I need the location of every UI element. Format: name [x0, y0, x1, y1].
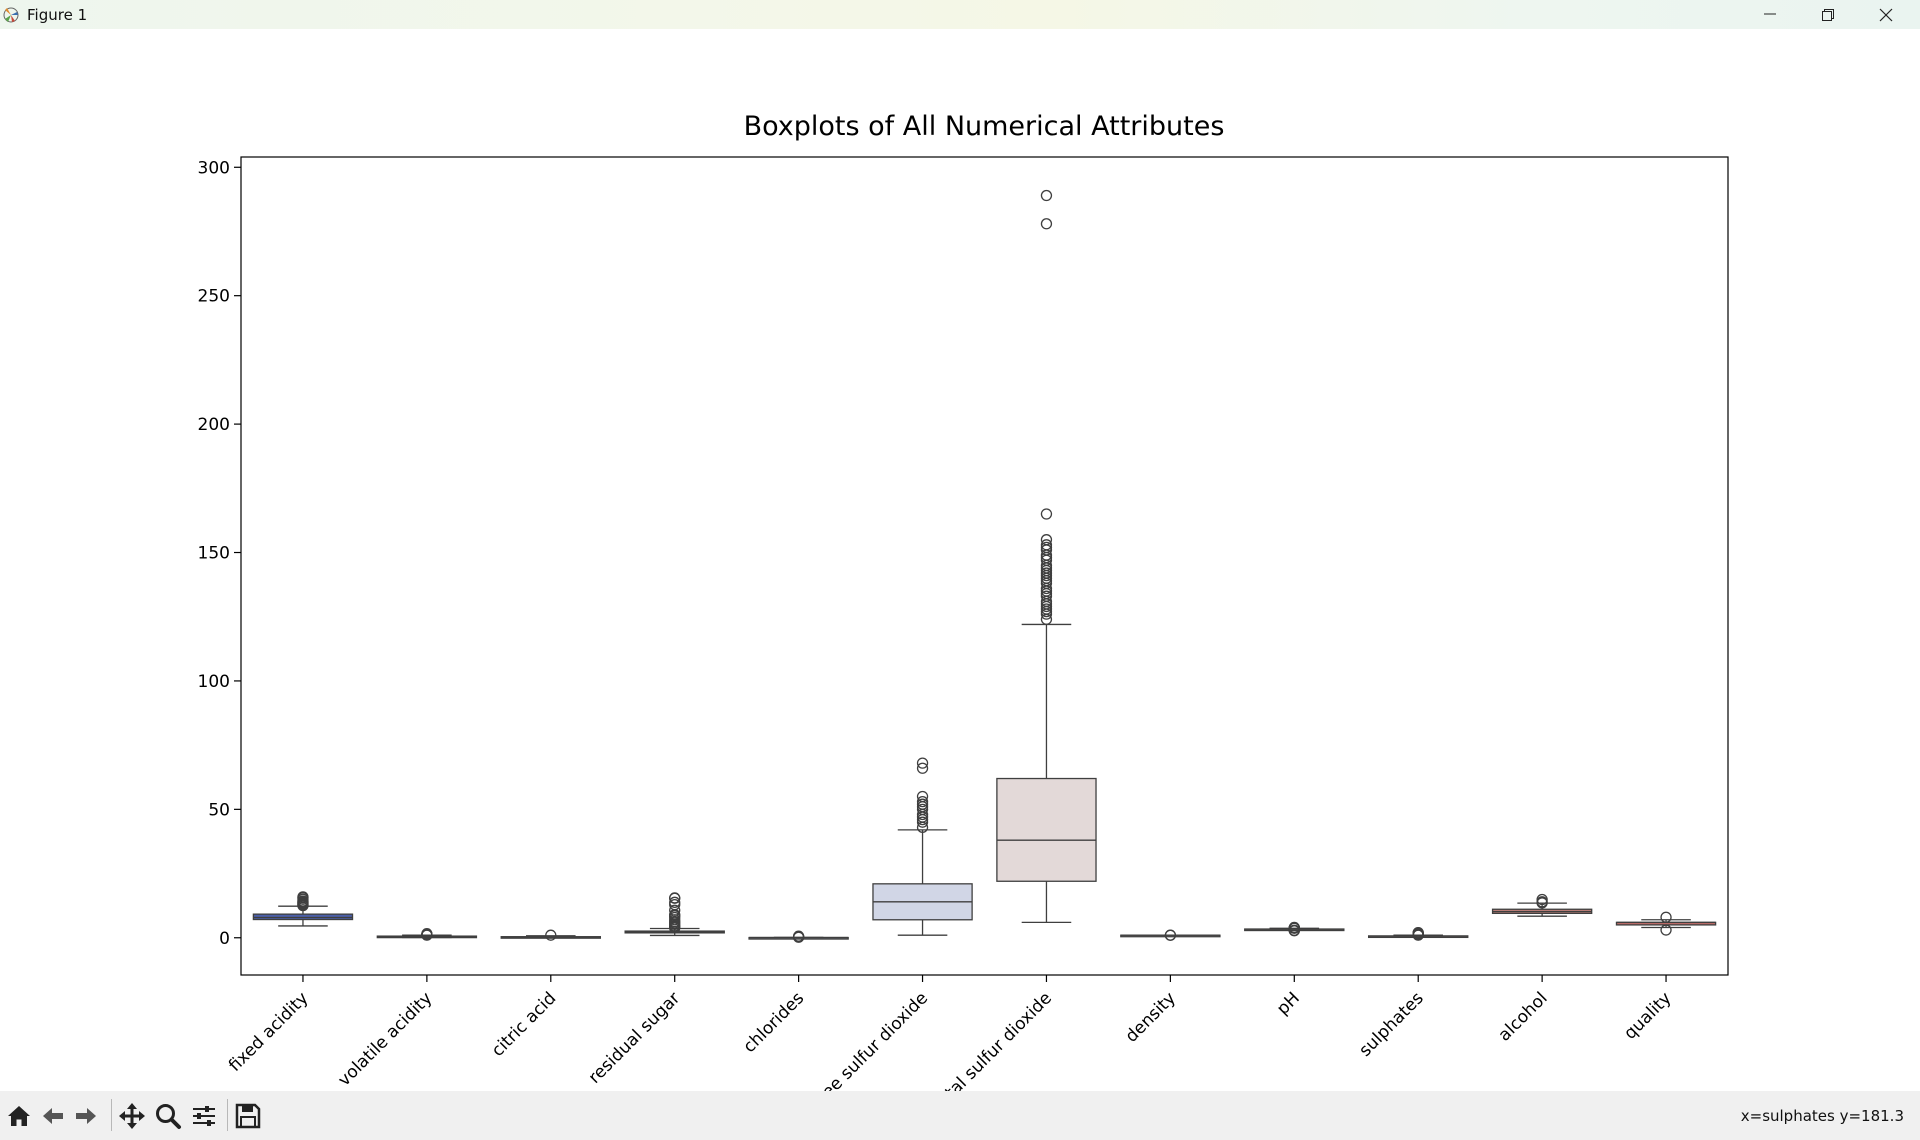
- x-tick-label: quality: [1620, 988, 1675, 1043]
- outlier-point: [1660, 924, 1672, 936]
- outlier-point: [1536, 893, 1548, 906]
- y-axis: 0 50 100 150 200 250 300: [198, 158, 241, 949]
- close-button[interactable]: [1857, 0, 1915, 29]
- cursor-coordinates: x=sulphates y=181.3: [1740, 1107, 1904, 1125]
- forward-button[interactable]: [71, 1101, 101, 1131]
- outlier-point: [669, 904, 681, 916]
- outlier-point: [1288, 921, 1300, 934]
- y-tick-label: 200: [198, 415, 230, 435]
- box-group-5: [872, 757, 973, 936]
- outlier-point: [1040, 508, 1053, 520]
- box-group-10: [1491, 893, 1593, 917]
- outlier-point: [669, 892, 681, 904]
- outlier-point: [1040, 539, 1053, 551]
- window-title: Figure 1: [27, 6, 88, 24]
- outlier-point: [916, 762, 929, 774]
- x-axis: fixed acidity volatile acidity citric acid…: [225, 975, 1676, 1091]
- configure-subplots-button[interactable]: [189, 1101, 219, 1131]
- x-tick-label: total sulfur dioxide: [929, 988, 1056, 1091]
- y-tick-label: 0: [219, 929, 230, 949]
- zoom-button[interactable]: [153, 1101, 183, 1131]
- x-tick-label: chlorides: [740, 988, 809, 1057]
- y-tick-label: 100: [198, 672, 230, 692]
- x-tick-label: volatile acidity: [334, 988, 436, 1090]
- outlier-point: [1164, 929, 1177, 941]
- boxplot-series: [252, 189, 1717, 943]
- toolbar-separator: [111, 1099, 112, 1131]
- restore-icon: [1822, 9, 1834, 21]
- box-group-0: [252, 891, 354, 927]
- minimize-icon: [1764, 13, 1776, 15]
- outlier-point: [1040, 218, 1053, 230]
- close-icon: [1879, 8, 1893, 22]
- forward-arrow-icon: [76, 1108, 96, 1124]
- matplotlib-icon: [3, 7, 19, 23]
- box-group-3: [624, 892, 725, 937]
- box-group-2: [500, 929, 602, 941]
- outlier-point: [421, 928, 433, 940]
- configure-subplots-icon: [193, 1106, 215, 1126]
- toolbar-separator: [227, 1099, 228, 1131]
- x-tick-label: density: [1122, 988, 1180, 1046]
- navigation-toolbar: x=sulphates y=181.3: [0, 1091, 1920, 1140]
- plot-area: [240, 156, 1729, 976]
- outlier-point: [916, 790, 929, 803]
- box-group-4: [748, 930, 849, 943]
- outlier-point: [1412, 926, 1424, 939]
- y-tick-label: 250: [198, 287, 230, 307]
- box-group-7: [1120, 929, 1221, 941]
- outlier-point: [545, 929, 557, 941]
- back-button[interactable]: [38, 1101, 68, 1131]
- box-group-9: [1367, 926, 1469, 941]
- pan-button[interactable]: [117, 1101, 147, 1131]
- outlier-point: [1660, 911, 1672, 923]
- y-tick-label: 50: [208, 800, 230, 820]
- box-group-11: [1615, 911, 1717, 936]
- save-icon: [235, 1103, 261, 1129]
- box-group-1: [376, 928, 478, 941]
- x-tick-label: residual sugar: [585, 988, 684, 1087]
- x-tick-label: pH: [1273, 988, 1304, 1019]
- box-group-8: [1244, 921, 1345, 937]
- restore-button[interactable]: [1799, 0, 1857, 29]
- outlier-point: [792, 930, 805, 942]
- pan-icon: [119, 1103, 145, 1129]
- chart-title: Boxplots of All Numerical Attributes: [744, 111, 1225, 142]
- box-iqr: [996, 777, 1097, 882]
- x-tick-label: sulphates: [1355, 988, 1427, 1060]
- outlier-point: [1040, 534, 1053, 546]
- home-icon: [8, 1106, 30, 1126]
- outlier-point: [916, 795, 929, 808]
- box-group-6: [996, 189, 1097, 924]
- zoom-icon: [156, 1104, 181, 1129]
- y-tick-label: 300: [198, 158, 230, 178]
- x-tick-label: free sulfur dioxide: [809, 988, 932, 1091]
- x-tick-label: fixed acidity: [225, 988, 312, 1075]
- y-tick-label: 150: [198, 544, 230, 564]
- save-button[interactable]: [233, 1101, 263, 1131]
- outlier-point: [916, 757, 929, 769]
- home-button[interactable]: [4, 1101, 34, 1131]
- x-tick-label: citric acid: [488, 988, 560, 1060]
- outlier-point: [1040, 189, 1053, 202]
- window-titlebar: Figure 1: [0, 0, 1920, 29]
- outlier-point: [669, 896, 681, 908]
- outlier-point: [297, 891, 309, 903]
- figure-canvas: Boxplots of All Numerical Attributes 0 50…: [198, 111, 1729, 1091]
- minimize-button[interactable]: [1741, 0, 1799, 29]
- back-arrow-icon: [43, 1108, 63, 1124]
- x-tick-label: alcohol: [1495, 988, 1552, 1045]
